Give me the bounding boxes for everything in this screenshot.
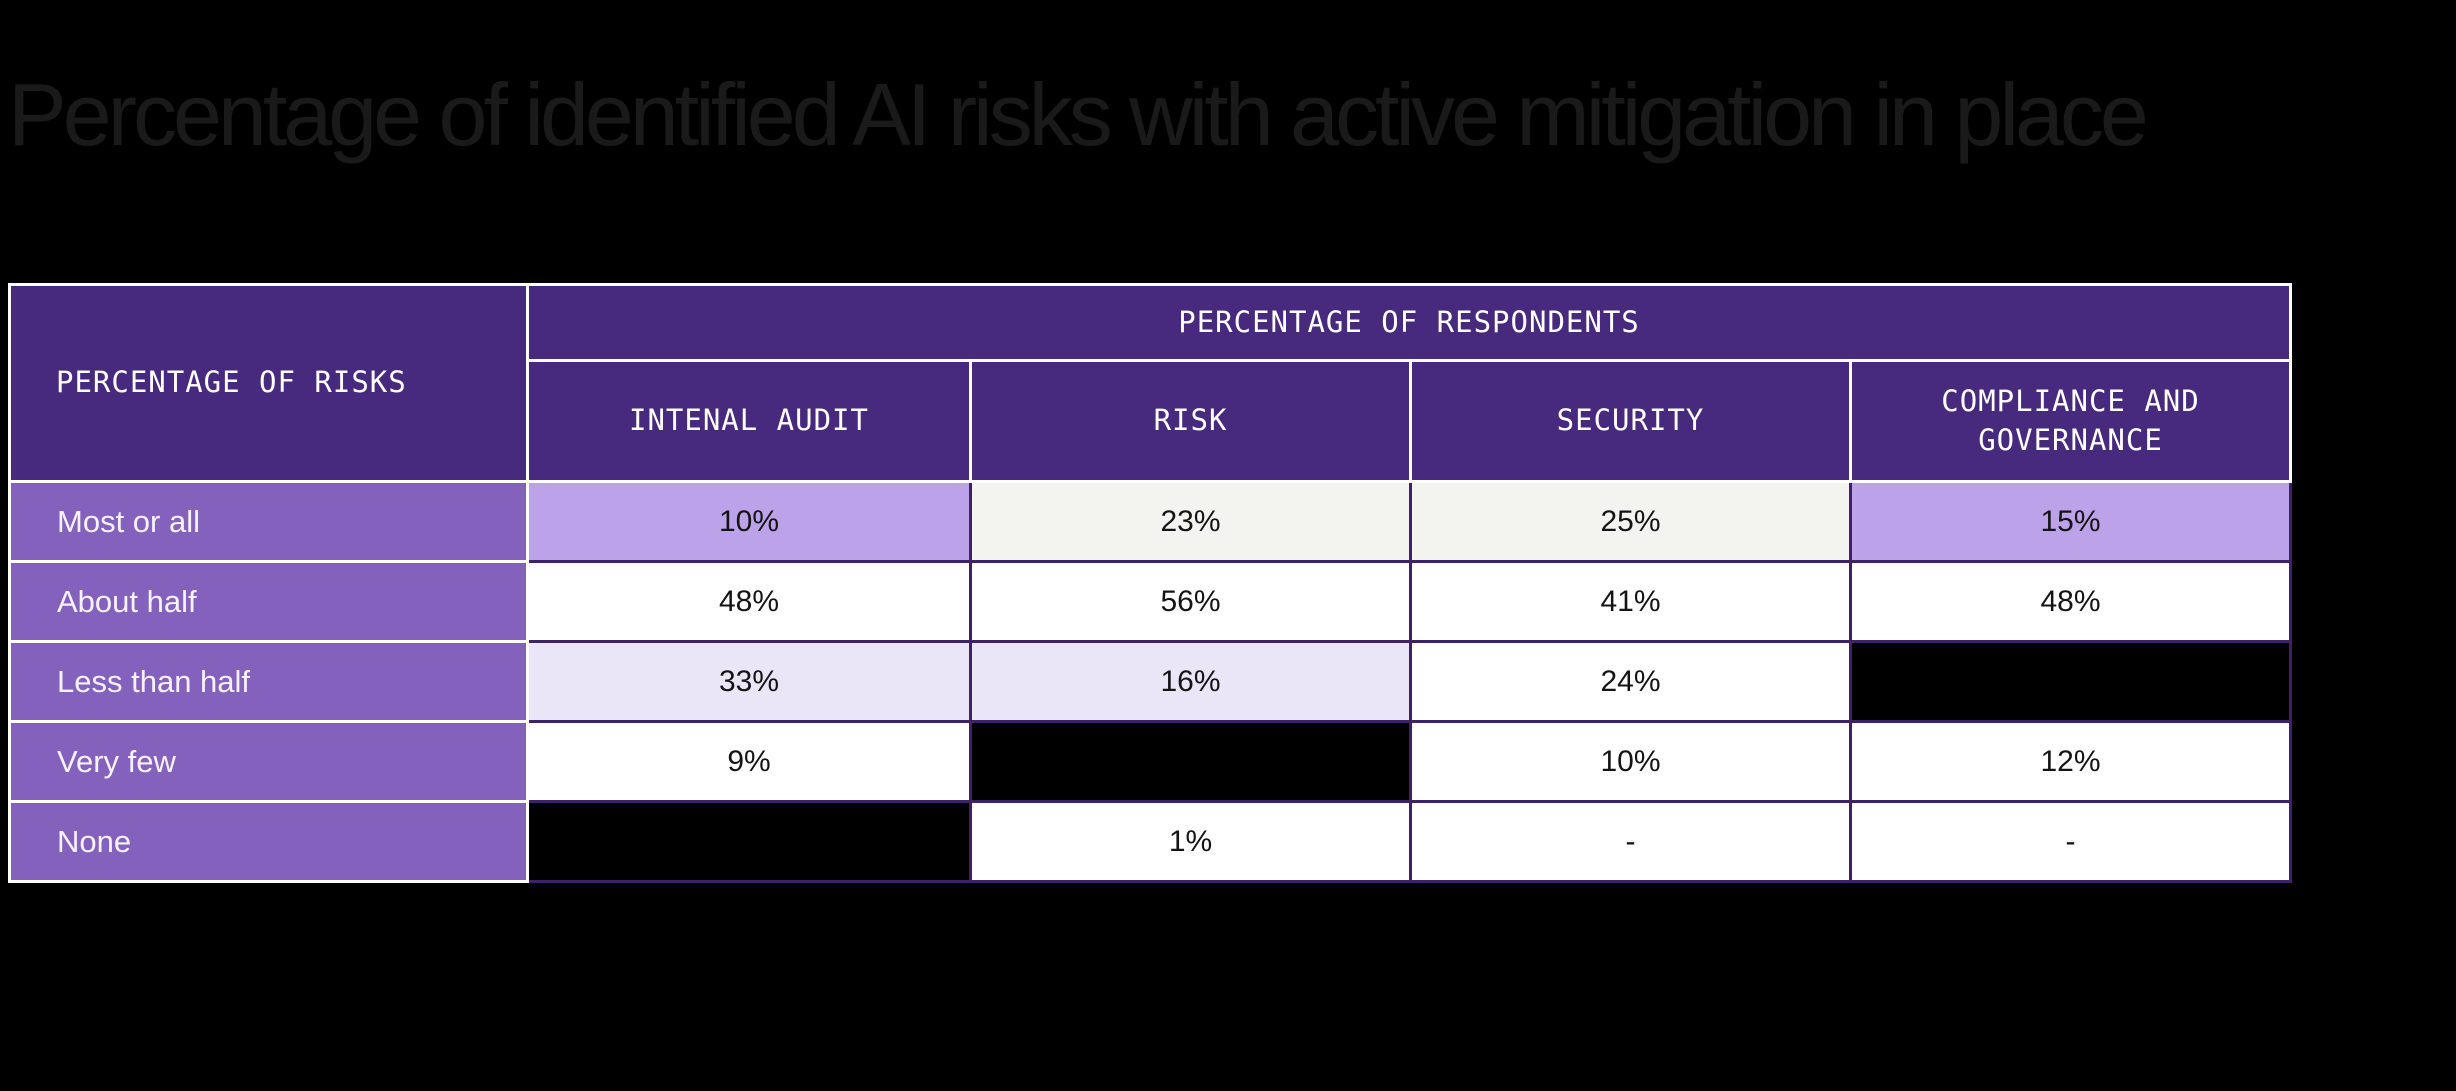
column-header-compliance-and-governance: COMPLIANCE AND GOVERNANCE <box>1849 362 2292 483</box>
column-group-header-percentage-of-respondents: PERCENTAGE OF RESPONDENTS <box>529 283 2292 362</box>
table-cell: 56% <box>969 563 1409 643</box>
table-cell: 9% <box>529 723 969 803</box>
row-label: Less than half <box>8 643 529 723</box>
table-cell: 33% <box>529 643 969 723</box>
row-label: Most or all <box>8 483 529 563</box>
risk-mitigation-table: PERCENTAGE OF RISKS PERCENTAGE OF RESPON… <box>8 283 2292 883</box>
table-cell: 23% <box>969 483 1409 563</box>
table-cell: 10% <box>529 483 969 563</box>
column-header-internal-audit: INTENAL AUDIT <box>529 362 969 483</box>
page-title: Percentage of identified AI risks with a… <box>8 65 2149 164</box>
table-cell <box>529 803 969 883</box>
table-cell: - <box>1409 803 1849 883</box>
table-cell: 16% <box>969 643 1409 723</box>
table-cell <box>969 723 1409 803</box>
table-cell: 15% <box>1849 483 2292 563</box>
table-cell: 41% <box>1409 563 1849 643</box>
table-body: Most or all 10% 23% 25% 15% About half 48% 56% 4… <box>8 483 2292 883</box>
table-cell: - <box>1849 803 2292 883</box>
row-label: Very few <box>8 723 529 803</box>
column-header-percentage-of-risks: PERCENTAGE OF RISKS <box>8 283 529 483</box>
row-label: About half <box>8 563 529 643</box>
table-cell: 1% <box>969 803 1409 883</box>
table-cell: 24% <box>1409 643 1849 723</box>
table-cell: 12% <box>1849 723 2292 803</box>
table-cell <box>1849 643 2292 723</box>
table-cell: 48% <box>529 563 969 643</box>
table-cell: 10% <box>1409 723 1849 803</box>
column-header-security: SECURITY <box>1409 362 1849 483</box>
table-cell: 48% <box>1849 563 2292 643</box>
column-header-risk: RISK <box>969 362 1409 483</box>
row-label: None <box>8 803 529 883</box>
table-header: PERCENTAGE OF RISKS PERCENTAGE OF RESPON… <box>8 283 2292 483</box>
table-cell: 25% <box>1409 483 1849 563</box>
